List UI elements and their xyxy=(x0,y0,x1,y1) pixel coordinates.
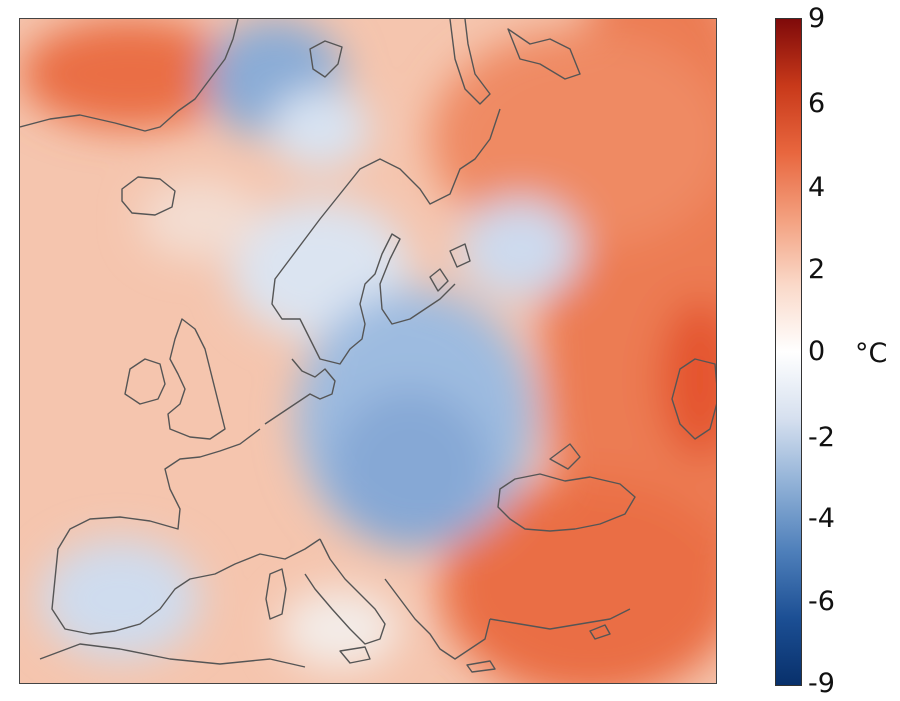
colorbar-tick-label: 6 xyxy=(808,88,826,119)
coastline-great-britain xyxy=(167,318,226,440)
warm-anomaly-caspian xyxy=(660,299,716,459)
coastline-black-sea xyxy=(497,473,636,532)
coastline-novaya-zemlya xyxy=(449,19,491,105)
coastlines xyxy=(20,19,716,673)
coastline-caspian xyxy=(671,358,716,440)
coastline-saaremaa xyxy=(449,243,471,268)
colorbar-tick-label: 4 xyxy=(808,172,826,203)
warm-anomaly-greenland xyxy=(20,19,240,129)
cool-anomaly-iberia xyxy=(40,539,200,659)
map-canvas xyxy=(20,19,716,683)
colorbar-tick-label: -4 xyxy=(808,503,835,534)
colorbar-tick-label: 9 xyxy=(808,3,826,34)
coastline-azov xyxy=(549,443,581,470)
coastline-ireland xyxy=(124,358,166,405)
coastline-greenland xyxy=(20,19,239,132)
anomaly-field xyxy=(20,19,716,683)
cool-anomaly-barents xyxy=(270,89,370,169)
colorbar-tick-label: -9 xyxy=(808,668,835,699)
coastline-denmark xyxy=(264,358,336,425)
colorbar-tick-label: -2 xyxy=(808,422,835,453)
colorbar-tick-label: 0 xyxy=(808,336,826,367)
coastline-north-africa xyxy=(39,643,306,668)
coastline-sicily xyxy=(339,646,371,664)
neutral-anomaly-mediterranean xyxy=(280,589,400,669)
coastline-turkey xyxy=(489,608,631,630)
coastline-cyprus xyxy=(589,624,611,640)
warm-anomaly-southeast xyxy=(440,479,716,683)
coastline-balkans xyxy=(384,578,491,660)
colorbar-unit-label: °C xyxy=(855,338,888,369)
coastline-crete xyxy=(466,660,496,673)
coastline-western-europe xyxy=(51,428,321,635)
coastline-scandinavia xyxy=(271,108,501,365)
warm-anomaly-northeast xyxy=(430,29,716,249)
colorbar-tick-label: 2 xyxy=(808,254,826,285)
colorbar xyxy=(775,18,802,686)
coastline-italy xyxy=(304,538,386,645)
cool-anomaly-core xyxy=(330,389,490,549)
coastline-arctic-island xyxy=(507,28,581,80)
cool-anomaly-west-russia xyxy=(460,199,580,299)
coastline-svalbard xyxy=(309,40,343,78)
temperature-anomaly-map xyxy=(19,18,717,684)
neutral-anomaly-north-atlantic xyxy=(140,179,260,259)
coastline-gotland xyxy=(429,268,449,292)
coastline-sardinia xyxy=(265,568,287,620)
colorbar-tick-label: -6 xyxy=(808,586,835,617)
coastline-iceland xyxy=(121,176,176,216)
